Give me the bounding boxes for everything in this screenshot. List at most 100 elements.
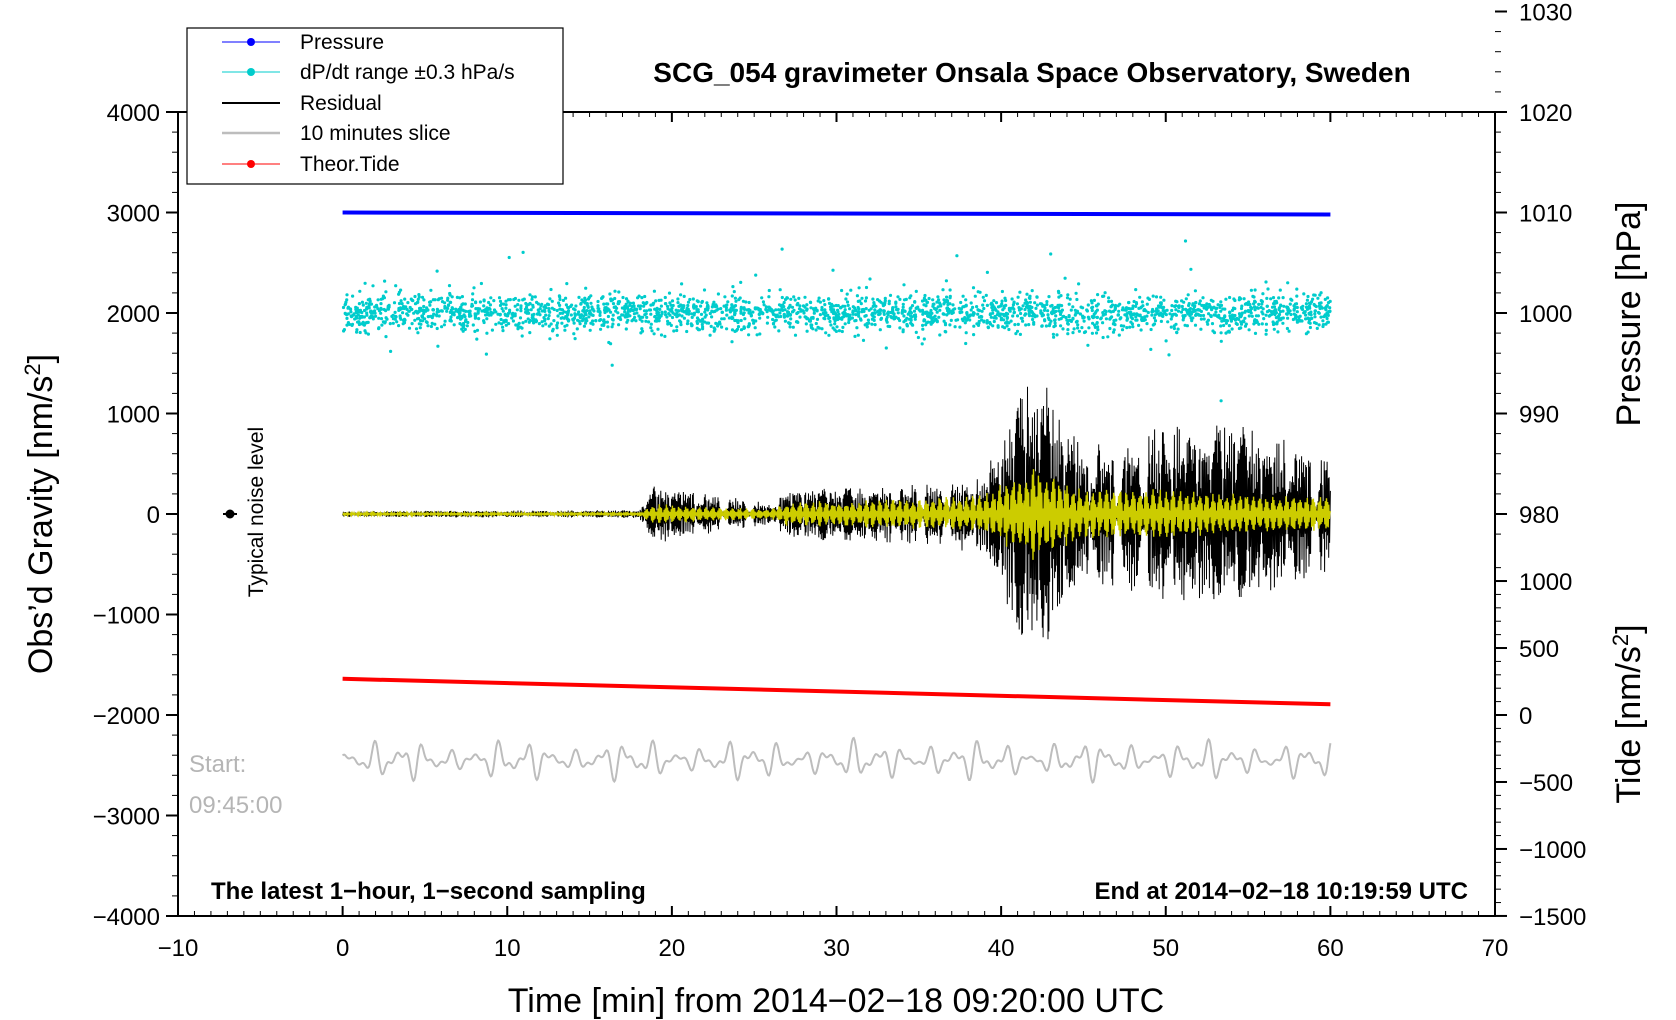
- tide-tick-label: 0: [1519, 703, 1532, 730]
- dpdt-point: [831, 268, 835, 272]
- dpdt-point: [851, 312, 855, 316]
- dpdt-point: [1101, 321, 1105, 325]
- dpdt-point: [349, 314, 353, 318]
- dpdt-point: [357, 322, 361, 327]
- dpdt-point: [1000, 299, 1004, 303]
- dpdt-point: [572, 317, 576, 321]
- dpdt-point: [754, 319, 758, 323]
- dpdt-point: [883, 299, 887, 303]
- dpdt-point: [1064, 315, 1068, 320]
- dpdt-point: [656, 327, 660, 331]
- dpdt-point: [542, 308, 547, 312]
- dpdt-point: [981, 295, 985, 299]
- dpdt-point: [397, 301, 402, 306]
- dpdt-point: [994, 316, 998, 320]
- dpdt-point: [412, 311, 416, 315]
- dpdt-point: [1116, 313, 1120, 317]
- dpdt-point: [1107, 299, 1111, 304]
- dpdt-point: [1177, 304, 1181, 308]
- dpdt-point: [896, 295, 900, 299]
- dpdt-point: [1026, 304, 1030, 308]
- dpdt-point: [581, 309, 585, 313]
- dpdt-point: [1012, 311, 1016, 315]
- dpdt-point: [1176, 309, 1181, 313]
- dpdt-point: [1227, 324, 1231, 328]
- dpdt-point: [712, 300, 716, 304]
- dpdt-point: [1155, 311, 1159, 316]
- dpdt-point: [1159, 295, 1163, 299]
- dpdt-point: [1023, 307, 1027, 312]
- dpdt-point: [448, 293, 452, 297]
- dpdt-point: [1243, 316, 1247, 320]
- dpdt-point: [1138, 295, 1142, 299]
- dpdt-point: [920, 342, 924, 346]
- tide-tick-label: 500: [1519, 636, 1559, 663]
- dpdt-point: [497, 321, 501, 325]
- dpdt-point: [407, 326, 412, 330]
- dpdt-point: [549, 287, 553, 292]
- dpdt-point: [885, 315, 889, 319]
- y-axis-title-pressure: Pressure [hPa]: [1610, 202, 1648, 427]
- dpdt-point: [464, 319, 468, 324]
- dpdt-point: [1035, 295, 1039, 299]
- dpdt-point: [559, 316, 563, 320]
- dpdt-point: [1275, 320, 1279, 324]
- dpdt-point: [1025, 300, 1029, 304]
- dpdt-point: [747, 324, 751, 329]
- dpdt-point: [922, 318, 926, 322]
- dpdt-point: [1113, 303, 1118, 308]
- dpdt-point: [461, 308, 465, 312]
- dpdt-point: [714, 321, 718, 325]
- dpdt-point: [1322, 315, 1326, 319]
- dpdt-point: [1219, 309, 1223, 313]
- dpdt-point: [985, 270, 990, 274]
- dpdt-point: [1027, 323, 1031, 327]
- dpdt-point: [866, 318, 871, 322]
- dpdt-point: [583, 300, 587, 304]
- dpdt-point: [946, 309, 950, 313]
- dpdt-point: [1194, 301, 1198, 305]
- dpdt-point: [961, 319, 965, 323]
- dpdt-point: [680, 282, 684, 286]
- dpdt-point: [543, 319, 547, 323]
- dpdt-point: [418, 326, 422, 330]
- dpdt-point: [1069, 308, 1073, 312]
- dpdt-point: [522, 297, 526, 301]
- dpdt-point: [699, 312, 704, 316]
- dpdt-point: [530, 297, 534, 301]
- dpdt-point: [391, 321, 395, 325]
- dpdt-point: [1164, 339, 1168, 343]
- dpdt-point: [1182, 300, 1186, 304]
- dpdt-point: [879, 308, 883, 312]
- dpdt-point: [747, 300, 751, 305]
- dpdt-point: [349, 310, 353, 314]
- dpdt-point: [452, 311, 456, 315]
- dpdt-point: [773, 319, 777, 323]
- dpdt-point: [342, 329, 346, 333]
- dpdt-point: [459, 305, 463, 309]
- legend-label-slice: 10 minutes slice: [300, 122, 451, 145]
- dpdt-point: [369, 309, 373, 314]
- dpdt-point: [1225, 319, 1230, 323]
- dpdt-point: [1312, 302, 1316, 307]
- dpdt-point: [629, 308, 633, 312]
- dpdt-point: [788, 313, 793, 317]
- dpdt-point: [1251, 294, 1255, 298]
- dpdt-point: [1122, 324, 1126, 328]
- dpdt-point: [1273, 299, 1277, 304]
- dpdt-point: [653, 315, 657, 319]
- dpdt-point: [402, 317, 407, 321]
- dpdt-point: [867, 308, 871, 312]
- dpdt-point: [771, 322, 776, 326]
- dpdt-point: [1167, 353, 1171, 357]
- dpdt-point: [504, 299, 508, 303]
- dpdt-point: [1248, 302, 1252, 307]
- dpdt-point: [345, 316, 349, 320]
- dpdt-point: [1074, 291, 1078, 295]
- dpdt-point: [767, 305, 771, 309]
- dpdt-point: [744, 300, 748, 304]
- dpdt-point: [921, 310, 925, 314]
- dpdt-point: [1308, 325, 1312, 330]
- dpdt-point: [1211, 299, 1215, 303]
- dpdt-point: [485, 331, 489, 335]
